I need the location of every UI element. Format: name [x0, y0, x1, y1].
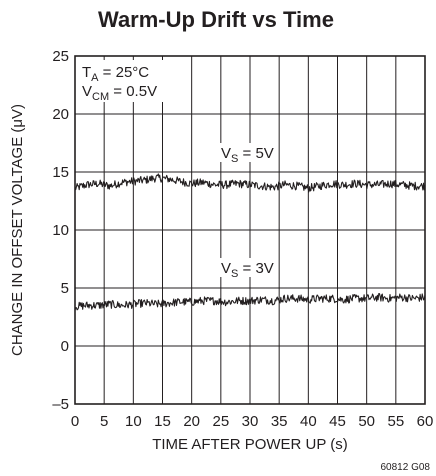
plot-frame — [74, 55, 426, 405]
y-tick-label: 20 — [52, 106, 69, 123]
figure-id: 60812 G08 — [381, 462, 431, 473]
condition-ta: TA = 25°C — [82, 64, 149, 84]
x-tick-label: 10 — [125, 413, 142, 430]
x-tick-label: 40 — [300, 413, 317, 430]
x-tick-label: 35 — [271, 413, 288, 430]
x-tick-label: 55 — [387, 413, 404, 430]
x-tick-label: 45 — [329, 413, 346, 430]
condition-vcm: VCM = 0.5V — [82, 83, 157, 103]
x-tick-label: 30 — [242, 413, 259, 430]
grid — [75, 56, 425, 404]
x-tick-label: 20 — [183, 413, 200, 430]
y-tick-label: 25 — [52, 48, 69, 65]
chart-title: Warm-Up Drift vs Time — [98, 7, 334, 32]
x-tick-label: 5 — [100, 413, 108, 430]
x-tick-label: 50 — [358, 413, 375, 430]
y-tick-label: 0 — [61, 338, 69, 355]
series-label-3v-backdrop — [219, 258, 277, 277]
conditions-backdrop — [79, 60, 185, 102]
x-tick-label: 15 — [154, 413, 171, 430]
x-tick-label: 60 — [417, 413, 434, 430]
y-tick-label: –5 — [52, 396, 69, 413]
x-tick-labels: 0 5 10 15 20 25 30 35 40 45 50 55 60 — [71, 413, 434, 430]
y-tick-label: 10 — [52, 222, 69, 239]
series-label-3v: VS = 3V — [221, 260, 274, 280]
series-traces — [74, 173, 426, 311]
series-label-5v: VS = 5V — [221, 145, 274, 165]
x-tick-label: 0 — [71, 413, 79, 430]
x-tick-label: 25 — [212, 413, 229, 430]
y-tick-labels: 25 20 15 10 5 0 –5 — [52, 48, 69, 413]
y-tick-label: 5 — [61, 280, 69, 297]
series-label-5v-backdrop — [219, 143, 277, 162]
series-line-0 — [74, 173, 426, 193]
y-axis-label: CHANGE IN OFFSET VOLTAGE (μV) — [9, 104, 26, 356]
x-axis-label: TIME AFTER POWER UP (s) — [152, 436, 348, 453]
y-tick-label: 15 — [52, 164, 69, 181]
series-line-1 — [74, 292, 426, 311]
